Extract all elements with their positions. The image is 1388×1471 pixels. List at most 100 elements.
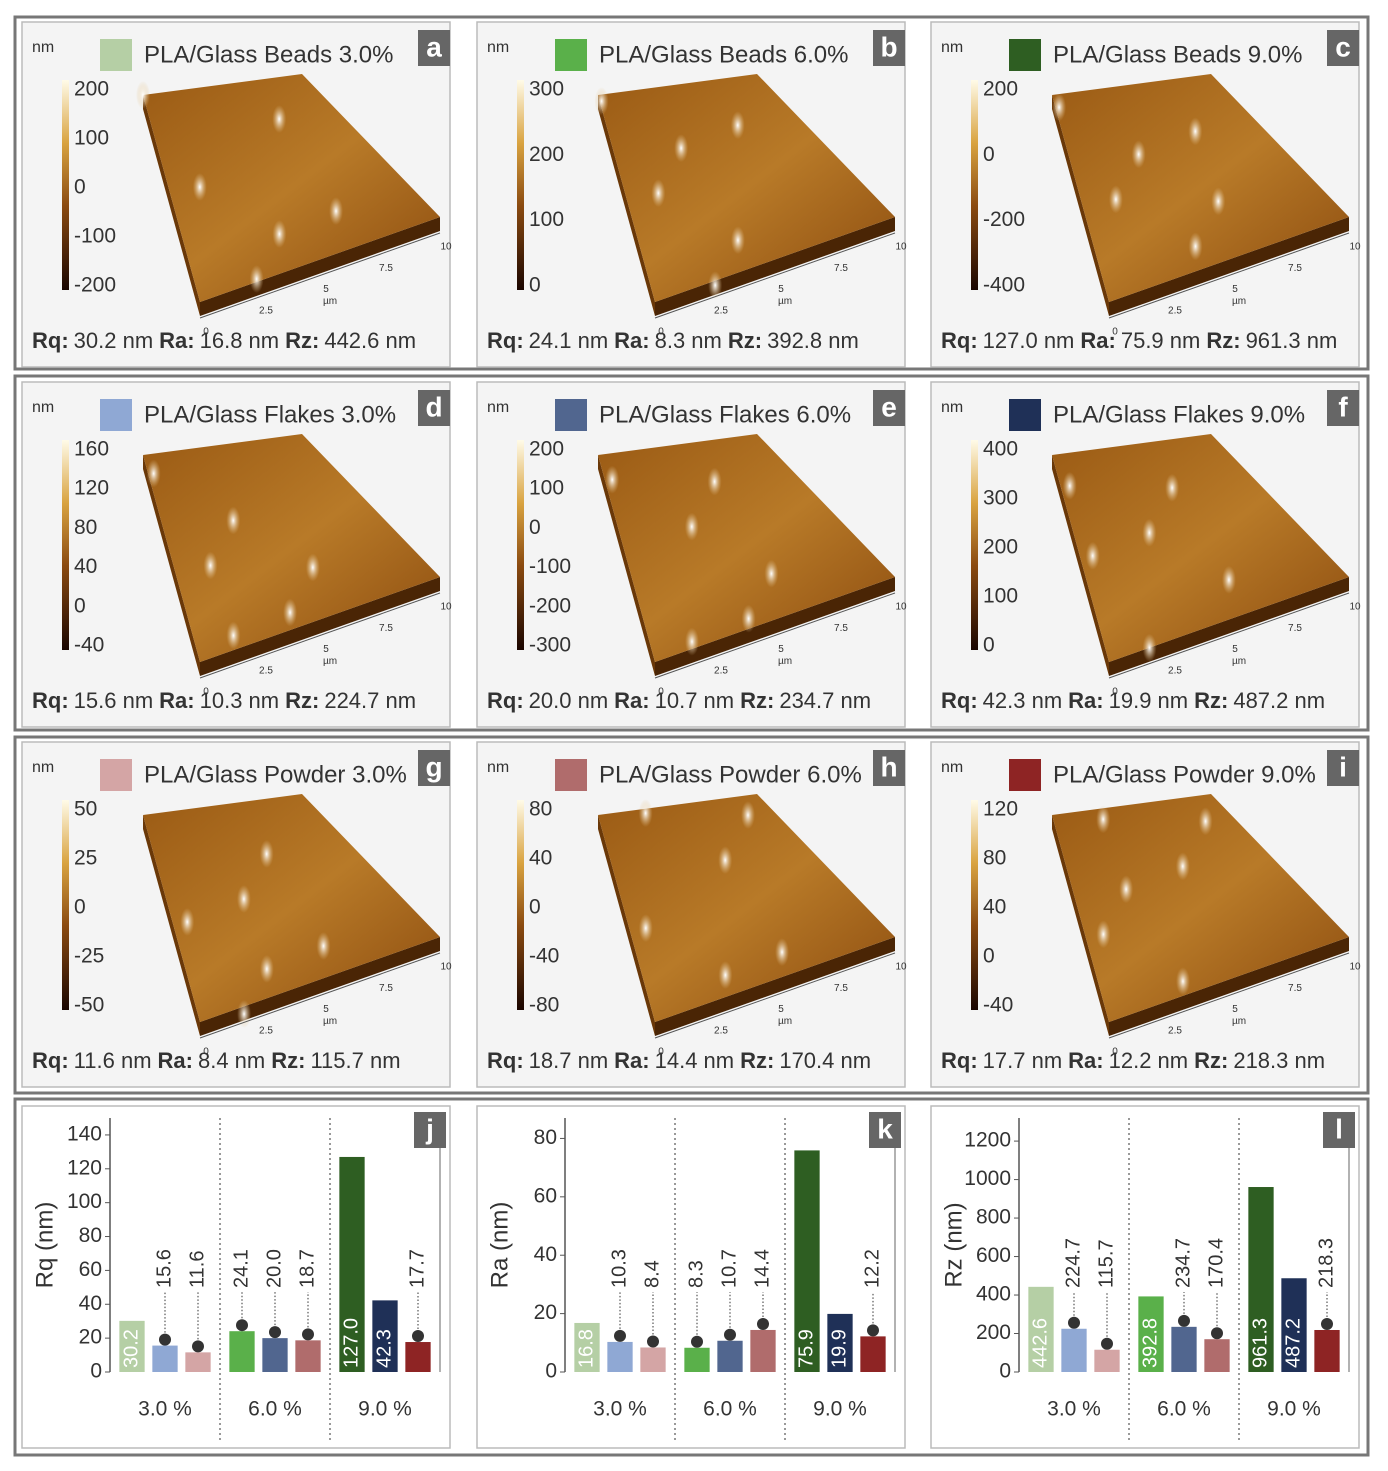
stat-label: Rz: xyxy=(740,1048,774,1073)
scale-label: 120 xyxy=(983,798,1018,821)
surface-tick: 7.5 xyxy=(379,623,393,634)
scale-label: 300 xyxy=(529,78,564,101)
letter-box xyxy=(1327,390,1359,426)
panel-letter: l xyxy=(1335,1113,1343,1144)
row-frame xyxy=(13,735,1370,1095)
stat-label: Rz: xyxy=(740,688,774,713)
roughness-stats: Rq: 127.0 nm Ra: 75.9 nm Rz: 961.3 nm xyxy=(941,328,1337,353)
stat-value: 20.0 nm xyxy=(529,688,609,713)
surface-feature xyxy=(259,954,274,983)
surface-unit: µm xyxy=(1232,656,1246,667)
marker-dot xyxy=(757,1317,769,1330)
surface-unit: µm xyxy=(323,656,337,667)
surface-tick: 10 xyxy=(895,602,907,613)
y-tick-label: 400 xyxy=(976,1283,1011,1306)
surface-tick: 0 xyxy=(203,327,209,338)
surface-feature xyxy=(684,627,699,656)
panel-letter: k xyxy=(877,1113,893,1144)
surface-side xyxy=(200,577,440,676)
value-label: 15.6 xyxy=(153,1249,175,1288)
surface-feature xyxy=(305,553,320,582)
marker-dot xyxy=(614,1329,626,1342)
surface-axis xyxy=(199,232,441,319)
scale-label: -25 xyxy=(74,945,104,968)
stat-value: 218.3 nm xyxy=(1233,1048,1325,1073)
surface-tick: 10 xyxy=(440,242,452,253)
x-tick-label: 9.0 % xyxy=(358,1398,412,1421)
surface-axis xyxy=(654,952,896,1039)
letter-box xyxy=(1323,1112,1355,1148)
surface-unit: µm xyxy=(1232,296,1246,307)
stat-label: Ra: xyxy=(159,688,194,713)
surface-axis xyxy=(654,232,896,319)
y-tick-label: 600 xyxy=(976,1244,1011,1267)
bar xyxy=(405,1342,431,1372)
surface-feature xyxy=(283,598,298,627)
surface-tick: 0 xyxy=(658,327,664,338)
scale-label: 100 xyxy=(74,127,109,150)
stat-value: 115.7 nm xyxy=(310,1048,400,1073)
surface-feature xyxy=(764,559,779,588)
surface-axis xyxy=(1108,592,1350,679)
legend-swatch xyxy=(100,759,132,791)
surface-side xyxy=(1052,815,1109,1036)
surface-tick: 5 xyxy=(778,284,784,295)
legend-swatch xyxy=(1009,399,1041,431)
y-tick-label: 80 xyxy=(79,1224,102,1247)
scale-label: 0 xyxy=(983,634,995,657)
bar xyxy=(262,1338,288,1372)
legend-swatch xyxy=(100,399,132,431)
bar xyxy=(717,1340,743,1372)
surface xyxy=(1052,794,1349,1022)
marker-dot xyxy=(1211,1327,1223,1340)
stat-value: 442.6 nm xyxy=(324,328,416,353)
chart-frame xyxy=(476,1105,906,1449)
surface-feature xyxy=(708,271,723,300)
marker-dot xyxy=(236,1319,248,1332)
value-label: 8.4 xyxy=(641,1260,663,1288)
surface-feature xyxy=(1221,565,1236,594)
value-label: 961.3 xyxy=(1249,1318,1271,1368)
y-tick-label: 0 xyxy=(545,1360,557,1383)
y-axis-label: Ra (nm) xyxy=(486,1202,513,1289)
legend-swatch xyxy=(1009,39,1041,71)
surface-feature xyxy=(718,846,733,875)
stat-label: Ra: xyxy=(158,1048,193,1073)
marker-dot xyxy=(1101,1337,1113,1350)
scale-label: 120 xyxy=(74,477,109,500)
surface-tick: 7.5 xyxy=(1288,263,1302,274)
stat-value: 17.7 nm xyxy=(983,1048,1063,1073)
roughness-stats: Rq: 18.7 nm Ra: 14.4 nm Rz: 170.4 nm xyxy=(487,1048,871,1073)
roughness-stats: Rq: 17.7 nm Ra: 12.2 nm Rz: 218.3 nm xyxy=(941,1048,1325,1073)
surface-tick: 2.5 xyxy=(714,305,728,316)
surface-tick: 5 xyxy=(778,644,784,655)
bar xyxy=(1061,1328,1087,1372)
value-label: 75.9 xyxy=(795,1329,817,1368)
surface-tick: 2.5 xyxy=(259,665,273,676)
surface-feature xyxy=(192,173,207,202)
color-bar xyxy=(62,80,69,290)
surface-feature xyxy=(730,226,745,255)
surface-feature xyxy=(1052,93,1067,122)
scale-label: 80 xyxy=(529,798,552,821)
roughness-stats: Rq: 15.6 nm Ra: 10.3 nm Rz: 224.7 nm xyxy=(32,688,416,713)
surface-feature xyxy=(1142,518,1157,547)
value-label: 24.1 xyxy=(230,1249,252,1288)
scale-label: 200 xyxy=(983,536,1018,559)
scale-label: -40 xyxy=(74,634,104,657)
stat-value: 961.3 nm xyxy=(1246,328,1338,353)
surface-tick: 10 xyxy=(1349,602,1361,613)
x-tick-label: 6.0 % xyxy=(1157,1398,1211,1421)
value-label: 8.3 xyxy=(685,1260,707,1288)
scale-label: 0 xyxy=(74,176,86,199)
letter-box xyxy=(418,390,450,426)
scale-label: -80 xyxy=(529,994,559,1017)
surface-feature xyxy=(651,179,666,208)
surface-tick: 10 xyxy=(1349,242,1361,253)
surface-feature xyxy=(1211,187,1226,216)
value-label: 10.3 xyxy=(608,1249,630,1288)
surface-feature xyxy=(741,604,756,633)
surface-axis xyxy=(654,592,896,679)
bar xyxy=(229,1331,255,1372)
surface-feature xyxy=(730,111,745,140)
